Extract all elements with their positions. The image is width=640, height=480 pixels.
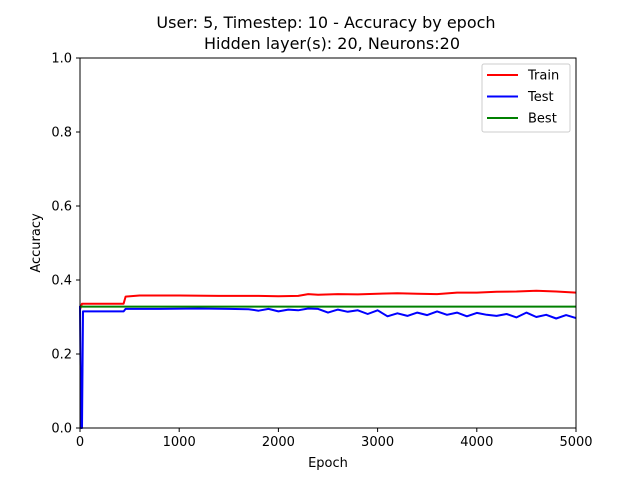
plot-frame (79, 57, 577, 429)
series-line-train (79, 289, 577, 310)
y-axis-label: Accuracy (29, 213, 44, 273)
legend-box (481, 63, 571, 133)
x-tick-label: 2000 (262, 435, 295, 450)
x-tick-label: 5000 (559, 435, 592, 450)
y-tick-label: 0.0 (51, 422, 72, 437)
legend-label-test: Test (527, 90, 554, 105)
plot-area (79, 289, 577, 429)
legend-label-train: Train (527, 69, 559, 84)
chart-title-line1: User: 5, Timestep: 10 - Accuracy by epoc… (156, 13, 495, 32)
chart-title-line2: Hidden layer(s): 20, Neurons:20 (204, 34, 460, 53)
legend-label-best: Best (528, 112, 557, 127)
y-tick-label: 0.8 (51, 126, 72, 141)
y-tick-label: 0.2 (51, 348, 72, 363)
x-tick-label: 4000 (460, 435, 493, 450)
x-tick-label: 1000 (163, 435, 196, 450)
x-tick-label: 0 (76, 435, 84, 450)
series-line-test (79, 305, 577, 429)
x-axis-label: Epoch (308, 456, 348, 471)
axis-ticks: 0 1000 2000 3000 4000 5000 0.0 0.2 0.4 0.6 0.8 1.0 (51, 52, 592, 451)
x-tick-label: 3000 (361, 435, 394, 450)
y-tick-label: 0.6 (51, 200, 72, 215)
legend: Train Test Best (481, 63, 571, 133)
y-tick-label: 1.0 (51, 52, 72, 67)
y-tick-label: 0.4 (51, 274, 72, 289)
